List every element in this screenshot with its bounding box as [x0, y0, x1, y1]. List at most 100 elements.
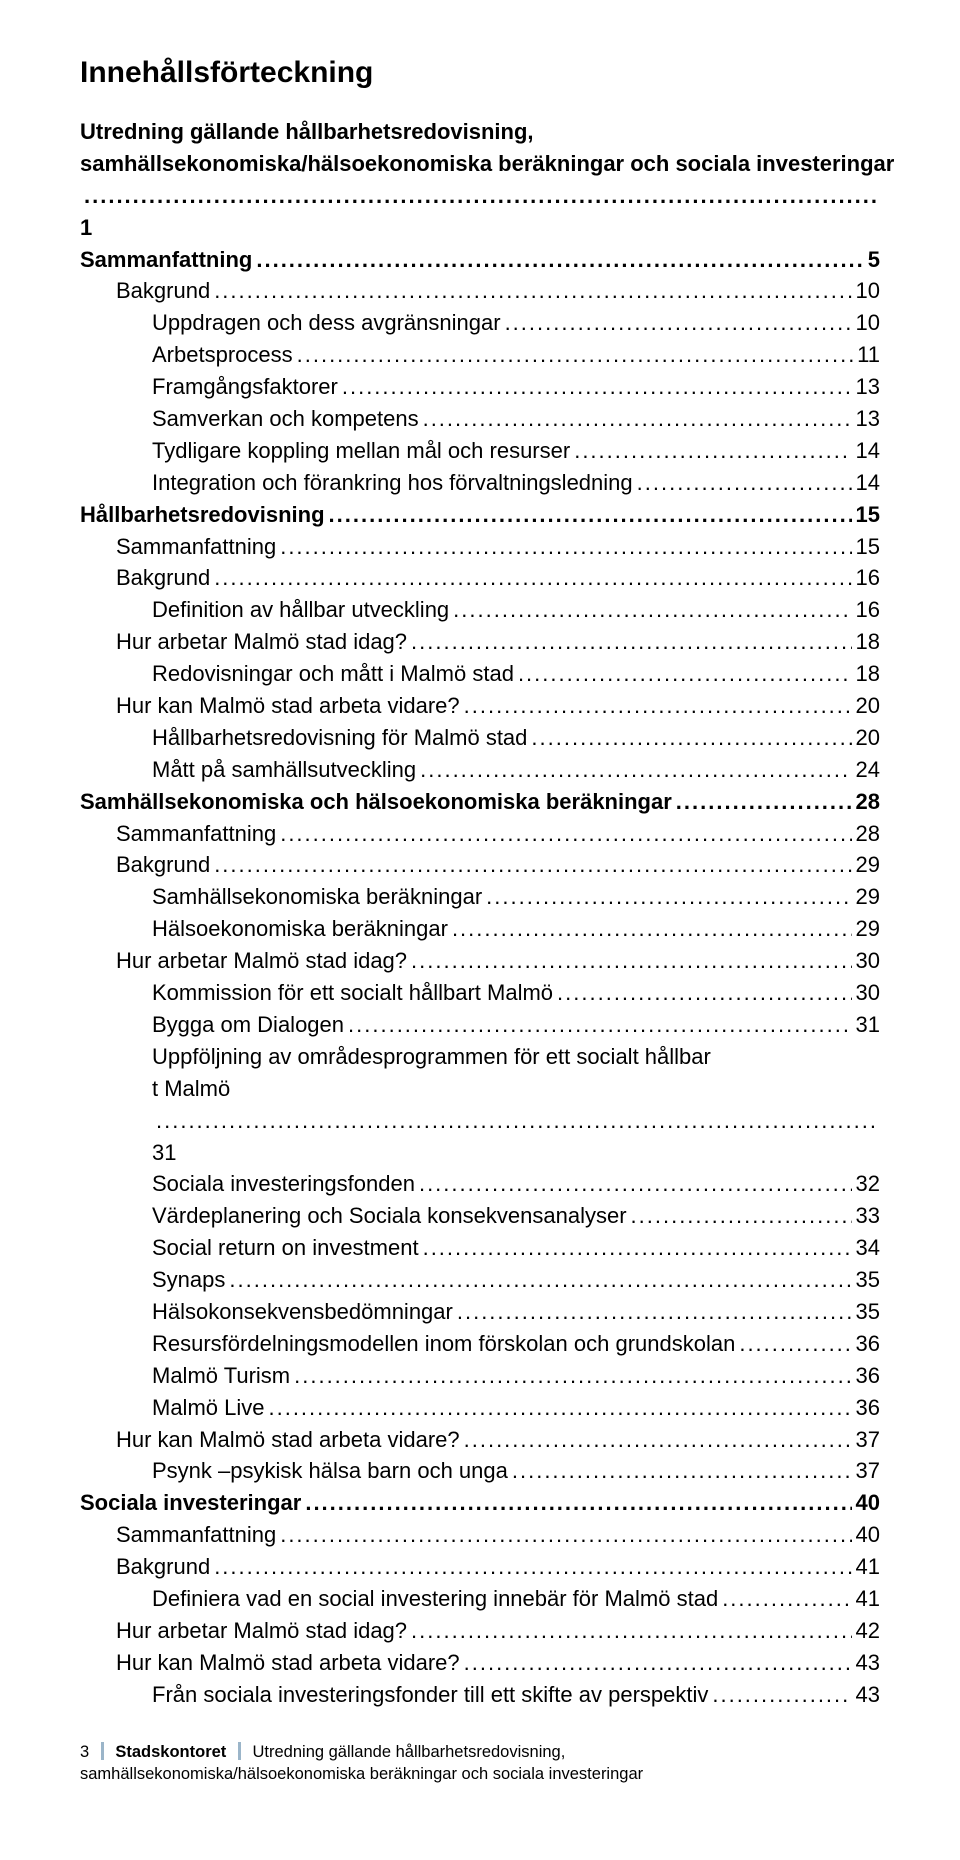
- toc-leader-dots: [722, 1583, 851, 1615]
- toc-entry: Sociala investeringsfonden32: [80, 1168, 880, 1200]
- toc-label: Hälsokonsekvensbedömningar: [152, 1296, 453, 1328]
- toc-label: Definition av hållbar utveckling: [152, 594, 449, 626]
- toc-page-number: 31: [152, 1137, 176, 1169]
- toc-page-number: 29: [856, 913, 880, 945]
- toc-label: Sammanfattning: [80, 244, 252, 276]
- toc-label: Definiera vad en social investering inne…: [152, 1583, 718, 1615]
- toc-label: Malmö Turism: [152, 1360, 290, 1392]
- toc-entry: Kommission för ett socialt hållbart Malm…: [80, 977, 880, 1009]
- toc-label: Sammanfattning: [116, 818, 276, 850]
- toc-label: Hälsoekonomiska beräkningar: [152, 913, 448, 945]
- toc-leader-dots: [280, 531, 851, 563]
- toc-label: Sociala investeringsfonden: [152, 1168, 415, 1200]
- toc-leader-dots: [297, 339, 854, 371]
- toc-entry: Hur kan Malmö stad arbeta vidare? 20: [80, 690, 880, 722]
- toc-page-number: 10: [856, 307, 880, 339]
- toc-label: Sociala investeringar: [80, 1487, 301, 1519]
- toc-page-number: 16: [856, 562, 880, 594]
- toc-leader-dots: [411, 1615, 851, 1647]
- toc-label: Hållbarhetsredovisning: [80, 499, 325, 531]
- toc-label: Hur arbetar Malmö stad idag?: [116, 626, 407, 658]
- toc-leader-dots: [739, 1328, 851, 1360]
- toc-page-number: 43: [856, 1647, 880, 1679]
- toc-entry: Samhällsekonomiska och hälsoekonomiska b…: [80, 786, 880, 818]
- toc-leader-dots: [294, 1360, 851, 1392]
- toc-entry: Sociala investeringar 40: [80, 1487, 880, 1519]
- toc-label: Integration och förankring hos förvaltni…: [152, 467, 633, 499]
- toc-entry: Resursfördelningsmodellen inom förskolan…: [80, 1328, 880, 1360]
- toc-entry: Mått på samhällsutveckling24: [80, 754, 880, 786]
- toc-page-number: 40: [856, 1487, 880, 1519]
- toc-leader-dots: [423, 1232, 852, 1264]
- toc-leader-dots: [280, 1519, 851, 1551]
- toc-leader-dots: [464, 1424, 852, 1456]
- toc-leader-dots: [486, 881, 851, 913]
- toc-label: Bakgrund: [116, 562, 210, 594]
- toc-leader-dots: [214, 275, 851, 307]
- toc-entry: Hur kan Malmö stad arbeta vidare?43: [80, 1647, 880, 1679]
- toc-leader-dots: [464, 1647, 852, 1679]
- toc-page-number: 29: [856, 881, 880, 913]
- toc-label: Hur kan Malmö stad arbeta vidare?: [116, 690, 460, 722]
- toc-page-number: 13: [856, 371, 880, 403]
- toc-page-number: 5: [868, 244, 880, 276]
- toc-leader-dots: [531, 722, 851, 754]
- toc-page-number: 15: [856, 531, 880, 563]
- toc-entry: Hälsoekonomiska beräkningar 29: [80, 913, 880, 945]
- toc-label: Utredning gällande hållbarhetsredovisnin…: [80, 116, 880, 148]
- toc-leader-dots: [156, 1105, 876, 1137]
- toc-entry: Sammanfattning28: [80, 818, 880, 850]
- toc-page-number: 36: [856, 1392, 880, 1424]
- toc-entry: Bygga om Dialogen31: [80, 1009, 880, 1041]
- toc-leader-dots: [348, 1009, 852, 1041]
- toc-page-number: 14: [856, 435, 880, 467]
- toc-page-number: 16: [856, 594, 880, 626]
- toc-label: Tydligare koppling mellan mål och resurs…: [152, 435, 570, 467]
- toc-entry: Samverkan och kompetens 13: [80, 403, 880, 435]
- toc-label: Bakgrund: [116, 275, 210, 307]
- toc-label: Bakgrund: [116, 1551, 210, 1583]
- toc-page-number: 20: [856, 722, 880, 754]
- toc-page-number: 41: [856, 1583, 880, 1615]
- toc-page-number: 36: [856, 1328, 880, 1360]
- toc-label: Sammanfattning: [116, 531, 276, 563]
- footer-page-number: 3: [80, 1743, 89, 1761]
- toc-leader-dots: [676, 786, 852, 818]
- toc-entry: Psynk –psykisk hälsa barn och unga37: [80, 1455, 880, 1487]
- toc-leader-dots: [557, 977, 851, 1009]
- toc-page-number: 13: [856, 403, 880, 435]
- toc-entry: Hur arbetar Malmö stad idag?42: [80, 1615, 880, 1647]
- toc-entry: Malmö Turism36: [80, 1360, 880, 1392]
- toc-label: Bygga om Dialogen: [152, 1009, 344, 1041]
- toc-entry: Tydligare koppling mellan mål och resurs…: [80, 435, 880, 467]
- toc-label: Bakgrund: [116, 849, 210, 881]
- toc-entry: Hur kan Malmö stad arbeta vidare?37: [80, 1424, 880, 1456]
- toc-label: Kommission för ett socialt hållbart Malm…: [152, 977, 553, 1009]
- toc-entry: Samhällsekonomiska beräkningar29: [80, 881, 880, 913]
- toc-entry: Utredning gällande hållbarhetsredovisnin…: [80, 116, 880, 244]
- toc-page-number: 37: [856, 1455, 880, 1487]
- toc-entry: Redovisningar och mått i Malmö stad18: [80, 658, 880, 690]
- toc-page-number: 30: [856, 945, 880, 977]
- toc-label: Resursfördelningsmodellen inom förskolan…: [152, 1328, 735, 1360]
- toc-leader-dots: [214, 562, 851, 594]
- toc-page-number: 11: [857, 339, 880, 371]
- toc-entry: Hälsokonsekvensbedömningar35: [80, 1296, 880, 1328]
- toc-entry: Framgångsfaktorer13: [80, 371, 880, 403]
- toc-leader-dots: [214, 849, 851, 881]
- toc-page-number: 14: [856, 467, 880, 499]
- toc-label: Hur arbetar Malmö stad idag?: [116, 1615, 407, 1647]
- footer-separator-icon: [238, 1742, 241, 1760]
- toc-leader-dots: [420, 754, 851, 786]
- footer-doc-title-line2: samhällsekonomiska/hälsoekonomiska beräk…: [80, 1765, 643, 1783]
- page-title: Innehållsförteckning: [80, 56, 880, 90]
- toc-entry: Hur arbetar Malmö stad idag?18: [80, 626, 880, 658]
- table-of-contents: Utredning gällande hållbarhetsredovisnin…: [80, 116, 880, 1711]
- toc-entry: Hur arbetar Malmö stad idag?30: [80, 945, 880, 977]
- toc-entry: Definiera vad en social investering inne…: [80, 1583, 880, 1615]
- toc-label: Samverkan och kompetens: [152, 403, 419, 435]
- toc-entry: Värdeplanering och Sociala konsekvensana…: [80, 1200, 880, 1232]
- toc-page-number: 10: [856, 275, 880, 307]
- toc-entry: Bakgrund 10: [80, 275, 880, 307]
- toc-page-number: 20: [856, 690, 880, 722]
